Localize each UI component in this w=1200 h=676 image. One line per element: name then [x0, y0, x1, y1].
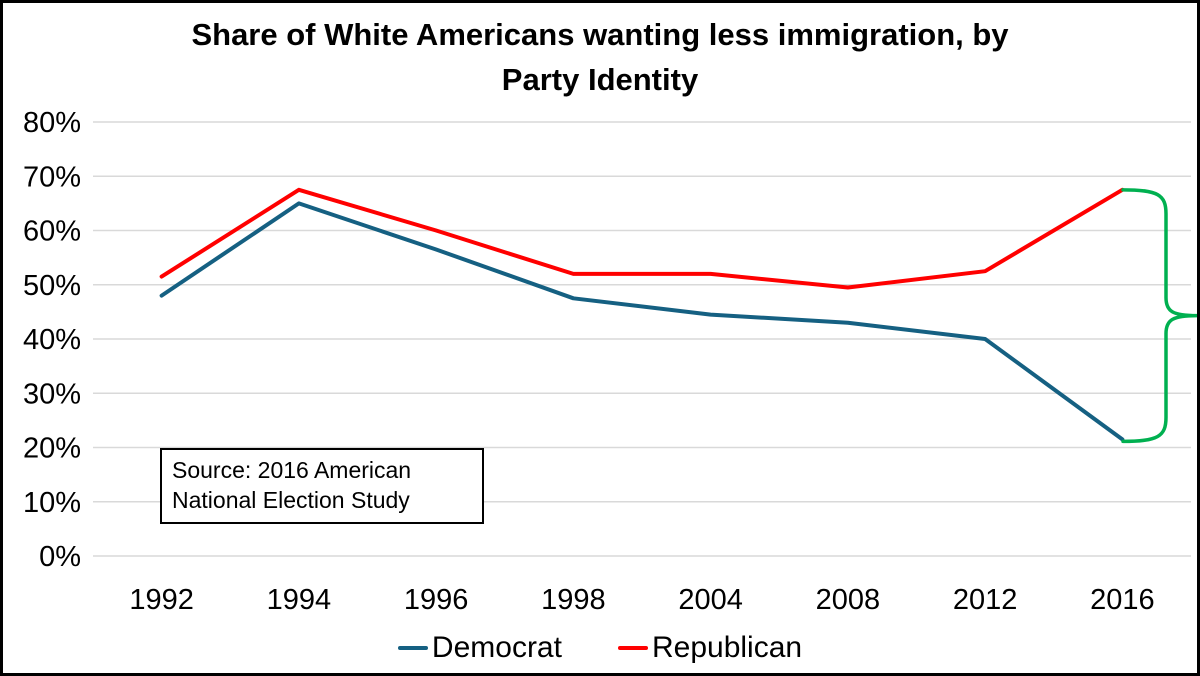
- x-axis-tick-label: 2016: [1090, 584, 1155, 616]
- legend-label-republican: Republican: [651, 631, 803, 664]
- x-axis-tick-label: 2004: [678, 584, 743, 616]
- y-axis-tick-label: 40%: [23, 324, 81, 356]
- chart-title-line-1: Share of White Americans wanting less im…: [191, 17, 1009, 52]
- chart-title: Share of White Americans wanting less im…: [3, 13, 1197, 103]
- republican-line: [159, 187, 1125, 290]
- chart-title-line-2: Party Identity: [501, 61, 699, 97]
- source-note-box: Source: 2016 American National Election …: [160, 448, 484, 524]
- republican-line-swatch-icon: [617, 646, 648, 650]
- x-axis-tick-label: 2008: [816, 584, 881, 616]
- line-chart-plot: 0% 10% 20% 30% 40% 50% 60% 70% 80% 1992 1994 1996 19…: [23, 107, 1197, 616]
- y-axis-tick-label: 60%: [23, 216, 81, 248]
- y-axis-tick-label: 70%: [23, 161, 81, 193]
- y-axis-tick-label: 30%: [23, 378, 81, 410]
- democrat-line: [159, 201, 1125, 442]
- legend-label-democrat: Democrat: [431, 631, 562, 664]
- y-axis-tick-label: 20%: [23, 433, 81, 465]
- gap-brace-annotation: [1121, 188, 1197, 444]
- y-axis-tick-label: 80%: [23, 107, 81, 139]
- y-axis-tick-label: 10%: [23, 487, 81, 519]
- legend-item-democrat: Democrat: [397, 631, 562, 665]
- x-axis-tick-label: 1996: [404, 584, 469, 616]
- chart-legend: Democrat Republican: [3, 631, 1197, 665]
- x-axis-tick-label: 1992: [129, 584, 194, 616]
- y-axis-tick-label: 0%: [39, 541, 81, 573]
- democrat-line-swatch-icon: [397, 646, 428, 650]
- y-axis-tick-label: 50%: [23, 270, 81, 302]
- x-axis-tick-label: 1998: [541, 584, 606, 616]
- x-axis-tick-label: 2012: [953, 584, 1018, 616]
- x-axis-tick-label: 1994: [267, 584, 332, 616]
- source-note-text: Source: 2016 American National Election …: [172, 457, 412, 513]
- legend-item-republican: Republican: [617, 631, 803, 665]
